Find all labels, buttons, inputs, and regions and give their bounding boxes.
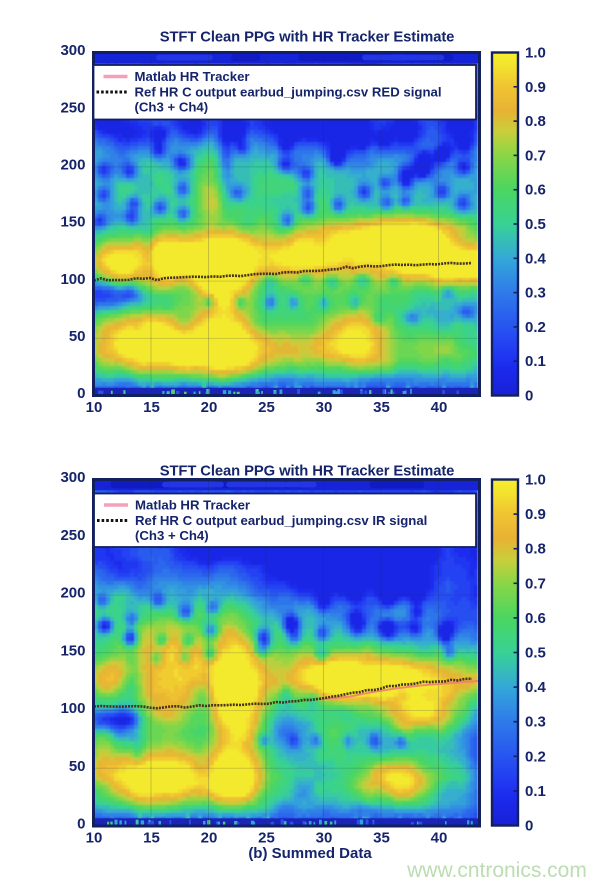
svg-text:100: 100	[60, 700, 85, 717]
svg-text:Ref HR C output earbud_jumping: Ref HR C output earbud_jumping.csv IR si…	[135, 513, 427, 528]
svg-text:30: 30	[316, 399, 333, 416]
svg-text:0.8: 0.8	[525, 541, 546, 558]
svg-text:0.9: 0.9	[525, 506, 546, 523]
svg-text:0.8: 0.8	[525, 113, 546, 130]
svg-text:0.1: 0.1	[525, 783, 546, 800]
svg-text:(Ch3 + Ch4): (Ch3 + Ch4)	[135, 100, 209, 115]
svg-text:0.2: 0.2	[525, 319, 546, 336]
svg-text:0.6: 0.6	[525, 610, 546, 627]
svg-text:300: 300	[60, 42, 85, 59]
svg-text:(b) Summed Data: (b) Summed Data	[248, 845, 372, 862]
svg-text:0.4: 0.4	[525, 679, 547, 696]
svg-text:0: 0	[525, 388, 533, 405]
svg-text:0.1: 0.1	[525, 353, 546, 370]
svg-text:35: 35	[373, 399, 390, 416]
svg-text:10: 10	[86, 399, 103, 416]
svg-text:10: 10	[86, 830, 103, 847]
svg-text:15: 15	[143, 830, 160, 847]
svg-text:30: 30	[316, 830, 333, 847]
svg-text:200: 200	[60, 157, 85, 174]
svg-text:Matlab HR Tracker: Matlab HR Tracker	[135, 498, 250, 513]
svg-text:0: 0	[77, 385, 85, 402]
svg-text:15: 15	[143, 399, 160, 416]
svg-text:20: 20	[201, 399, 218, 416]
svg-text:50: 50	[69, 758, 86, 775]
svg-text:0: 0	[77, 816, 85, 833]
svg-text:35: 35	[373, 830, 390, 847]
svg-text:1.0: 1.0	[525, 472, 546, 489]
svg-text:150: 150	[60, 214, 85, 231]
svg-text:100: 100	[60, 271, 85, 288]
svg-text:0.5: 0.5	[525, 216, 546, 233]
svg-text:0.6: 0.6	[525, 182, 546, 199]
svg-text:0.7: 0.7	[525, 575, 546, 592]
svg-text:150: 150	[60, 642, 85, 659]
svg-text:250: 250	[60, 527, 85, 544]
svg-text:0.9: 0.9	[525, 79, 546, 96]
svg-text:0.7: 0.7	[525, 147, 546, 164]
svg-text:(Ch3 + Ch4): (Ch3 + Ch4)	[135, 528, 209, 543]
svg-text:0.4: 0.4	[525, 250, 547, 267]
svg-text:0.3: 0.3	[525, 285, 546, 302]
svg-text:25: 25	[258, 399, 275, 416]
svg-text:1.0: 1.0	[525, 45, 546, 62]
svg-text:40: 40	[431, 399, 448, 416]
svg-text:0.5: 0.5	[525, 645, 546, 662]
svg-text:Ref HR C output earbud_jumping: Ref HR C output earbud_jumping.csv RED s…	[135, 85, 442, 100]
svg-text:300: 300	[60, 469, 85, 486]
svg-text:STFT Clean PPG with HR Tracker: STFT Clean PPG with HR Tracker Estimate	[160, 464, 455, 480]
svg-text:50: 50	[69, 328, 86, 345]
svg-text:0.3: 0.3	[525, 714, 546, 731]
svg-text:200: 200	[60, 585, 85, 602]
svg-text:Matlab HR Tracker: Matlab HR Tracker	[135, 69, 250, 84]
svg-text:STFT Clean PPG with HR Tracker: STFT Clean PPG with HR Tracker Estimate	[160, 30, 455, 46]
svg-text:40: 40	[431, 830, 448, 847]
svg-text:0: 0	[525, 818, 533, 835]
svg-text:250: 250	[60, 99, 85, 116]
svg-text:0.2: 0.2	[525, 748, 546, 765]
svg-text:25: 25	[258, 830, 275, 847]
svg-text:20: 20	[201, 830, 218, 847]
svg-text:www.cntronics.com: www.cntronics.com	[406, 859, 587, 882]
